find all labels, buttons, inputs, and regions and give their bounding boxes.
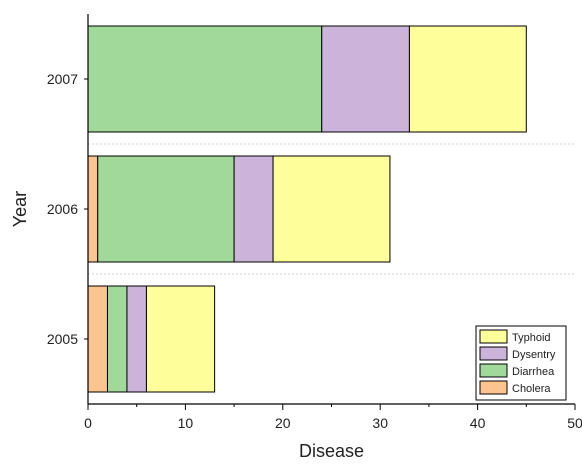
y-tick-label-2006: 2006: [47, 201, 78, 217]
bar-dysentry-2006: [233, 155, 274, 263]
bar-cholera-2006: [87, 155, 99, 263]
bar-typhoid-2007: [408, 25, 527, 133]
bar-diarrhea-2007: [87, 25, 323, 133]
bar-diarrhea-2005: [106, 285, 128, 393]
legend-swatch-diarrhea: [479, 363, 508, 378]
x-tick-label-10: 10: [178, 415, 194, 431]
ticks-group: 2005 2006 2007 0 10 20 30 40 50: [47, 71, 582, 431]
legend-swatch-dysentry: [479, 346, 508, 361]
legend-swatch-typhoid: [479, 329, 508, 344]
bar-diarrhea-2006: [97, 155, 235, 263]
bar-dysentry-2007: [321, 25, 410, 133]
x-tick-label-30: 30: [372, 415, 388, 431]
x-tick-label-40: 40: [470, 415, 486, 431]
bar-typhoid-2006: [272, 155, 391, 263]
bars-group: [87, 25, 527, 393]
legend-label-dysentry: Dysentry: [512, 349, 556, 361]
x-tick-label-0: 0: [84, 415, 92, 431]
bar-dysentry-2005: [126, 285, 147, 393]
legend-label-cholera: Cholera: [512, 383, 551, 395]
x-axis-title: Disease: [299, 441, 364, 461]
legend-label-typhoid: Typhoid: [512, 332, 551, 344]
bar-typhoid-2005: [145, 285, 216, 393]
bar-cholera-2005: [87, 285, 108, 393]
y-axis-title: Year: [10, 191, 30, 227]
legend-label-diarrhea: Diarrhea: [512, 366, 555, 378]
panel-dividers: [88, 143, 575, 275]
legend-swatch-cholera: [479, 380, 508, 395]
x-tick-label-50: 50: [567, 415, 582, 431]
y-tick-label-2007: 2007: [47, 71, 78, 87]
y-tick-label-2005: 2005: [47, 331, 78, 347]
x-tick-label-20: 20: [275, 415, 291, 431]
legend: Typhoid Dysentry Diarrhea Cholera: [475, 325, 567, 401]
